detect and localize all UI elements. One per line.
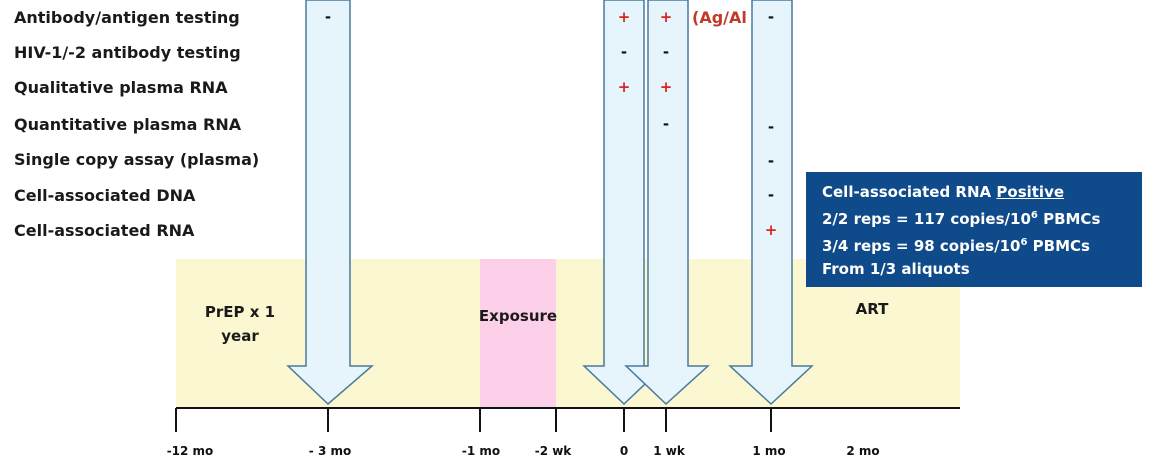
prep-label-line1: PrEP x 1 bbox=[204, 303, 276, 321]
mark-1wk-row3: - bbox=[662, 115, 670, 133]
mark-1wk-row0: + bbox=[659, 8, 673, 26]
row-label-antibody-antigen: Antibody/antigen testing bbox=[14, 8, 240, 27]
mark-0-row1: - bbox=[620, 43, 628, 61]
tick-label-1mo: 1 mo bbox=[752, 444, 786, 458]
info-box-line3: 3/4 reps = 98 copies/106 PBMCs bbox=[822, 237, 1090, 255]
mark-1mo-row3: - bbox=[767, 118, 775, 136]
art-label: ART bbox=[855, 300, 889, 318]
row-label-cell-rna: Cell-associated RNA bbox=[14, 221, 195, 240]
arrow-1mo bbox=[728, 0, 814, 406]
exposure-label: Exposure bbox=[478, 307, 558, 325]
mark-1wk-row2: + bbox=[659, 78, 673, 96]
row-label-quantitative-rna: Quantitative plasma RNA bbox=[14, 115, 242, 134]
mark-0-row0: + bbox=[617, 8, 631, 26]
info-box-line2: 2/2 reps = 117 copies/106 PBMCs bbox=[822, 210, 1101, 228]
exposure-band bbox=[480, 259, 556, 408]
tick-label-minus-3mo: - 3 mo bbox=[308, 444, 352, 458]
mark-0-row2: + bbox=[617, 78, 631, 96]
tick-label-0: 0 bbox=[619, 444, 629, 458]
tick-label-minus-2wk: -2 wk bbox=[534, 444, 572, 458]
tick-label-minus-1mo: -1 mo bbox=[461, 444, 501, 458]
mark-1mo-row6: + bbox=[764, 221, 778, 239]
tick-label-1wk: 1 wk bbox=[653, 444, 685, 458]
prep-label: PrEP x 1 year bbox=[190, 300, 290, 348]
mark-minus-3mo-row0: - bbox=[324, 8, 332, 26]
mark-1mo-row0: - bbox=[767, 8, 775, 26]
cell-rna-result-box: Cell-associated RNA Positive 2/2 reps = … bbox=[806, 172, 1142, 287]
pre-exposure-band bbox=[352, 259, 480, 408]
row-label-qualitative-rna: Qualitative plasma RNA bbox=[14, 78, 228, 97]
tick-label-minus-12mo: -12 mo bbox=[166, 444, 214, 458]
tick-label-2mo: 2 mo bbox=[846, 444, 880, 458]
ag-ab-note: (Ag/Al bbox=[692, 8, 747, 27]
mark-1mo-row5: - bbox=[767, 186, 775, 204]
info-box-title: Cell-associated RNA Positive bbox=[822, 183, 1065, 201]
prep-label-line2: year bbox=[221, 327, 259, 345]
positive-label: Positive bbox=[996, 183, 1065, 201]
arrow-minus-3mo bbox=[286, 0, 375, 406]
mark-1mo-row4: - bbox=[767, 152, 775, 170]
arrow-1wk bbox=[624, 0, 710, 406]
arrow-0 bbox=[582, 0, 666, 406]
row-label-cell-dna: Cell-associated DNA bbox=[14, 186, 196, 205]
mark-1wk-row1: - bbox=[662, 43, 670, 61]
row-label-single-copy-assay: Single copy assay (plasma) bbox=[14, 150, 260, 169]
row-label-hiv-antibody: HIV-1/-2 antibody testing bbox=[14, 43, 241, 62]
info-box-line4: From 1/3 aliquots bbox=[822, 260, 970, 278]
